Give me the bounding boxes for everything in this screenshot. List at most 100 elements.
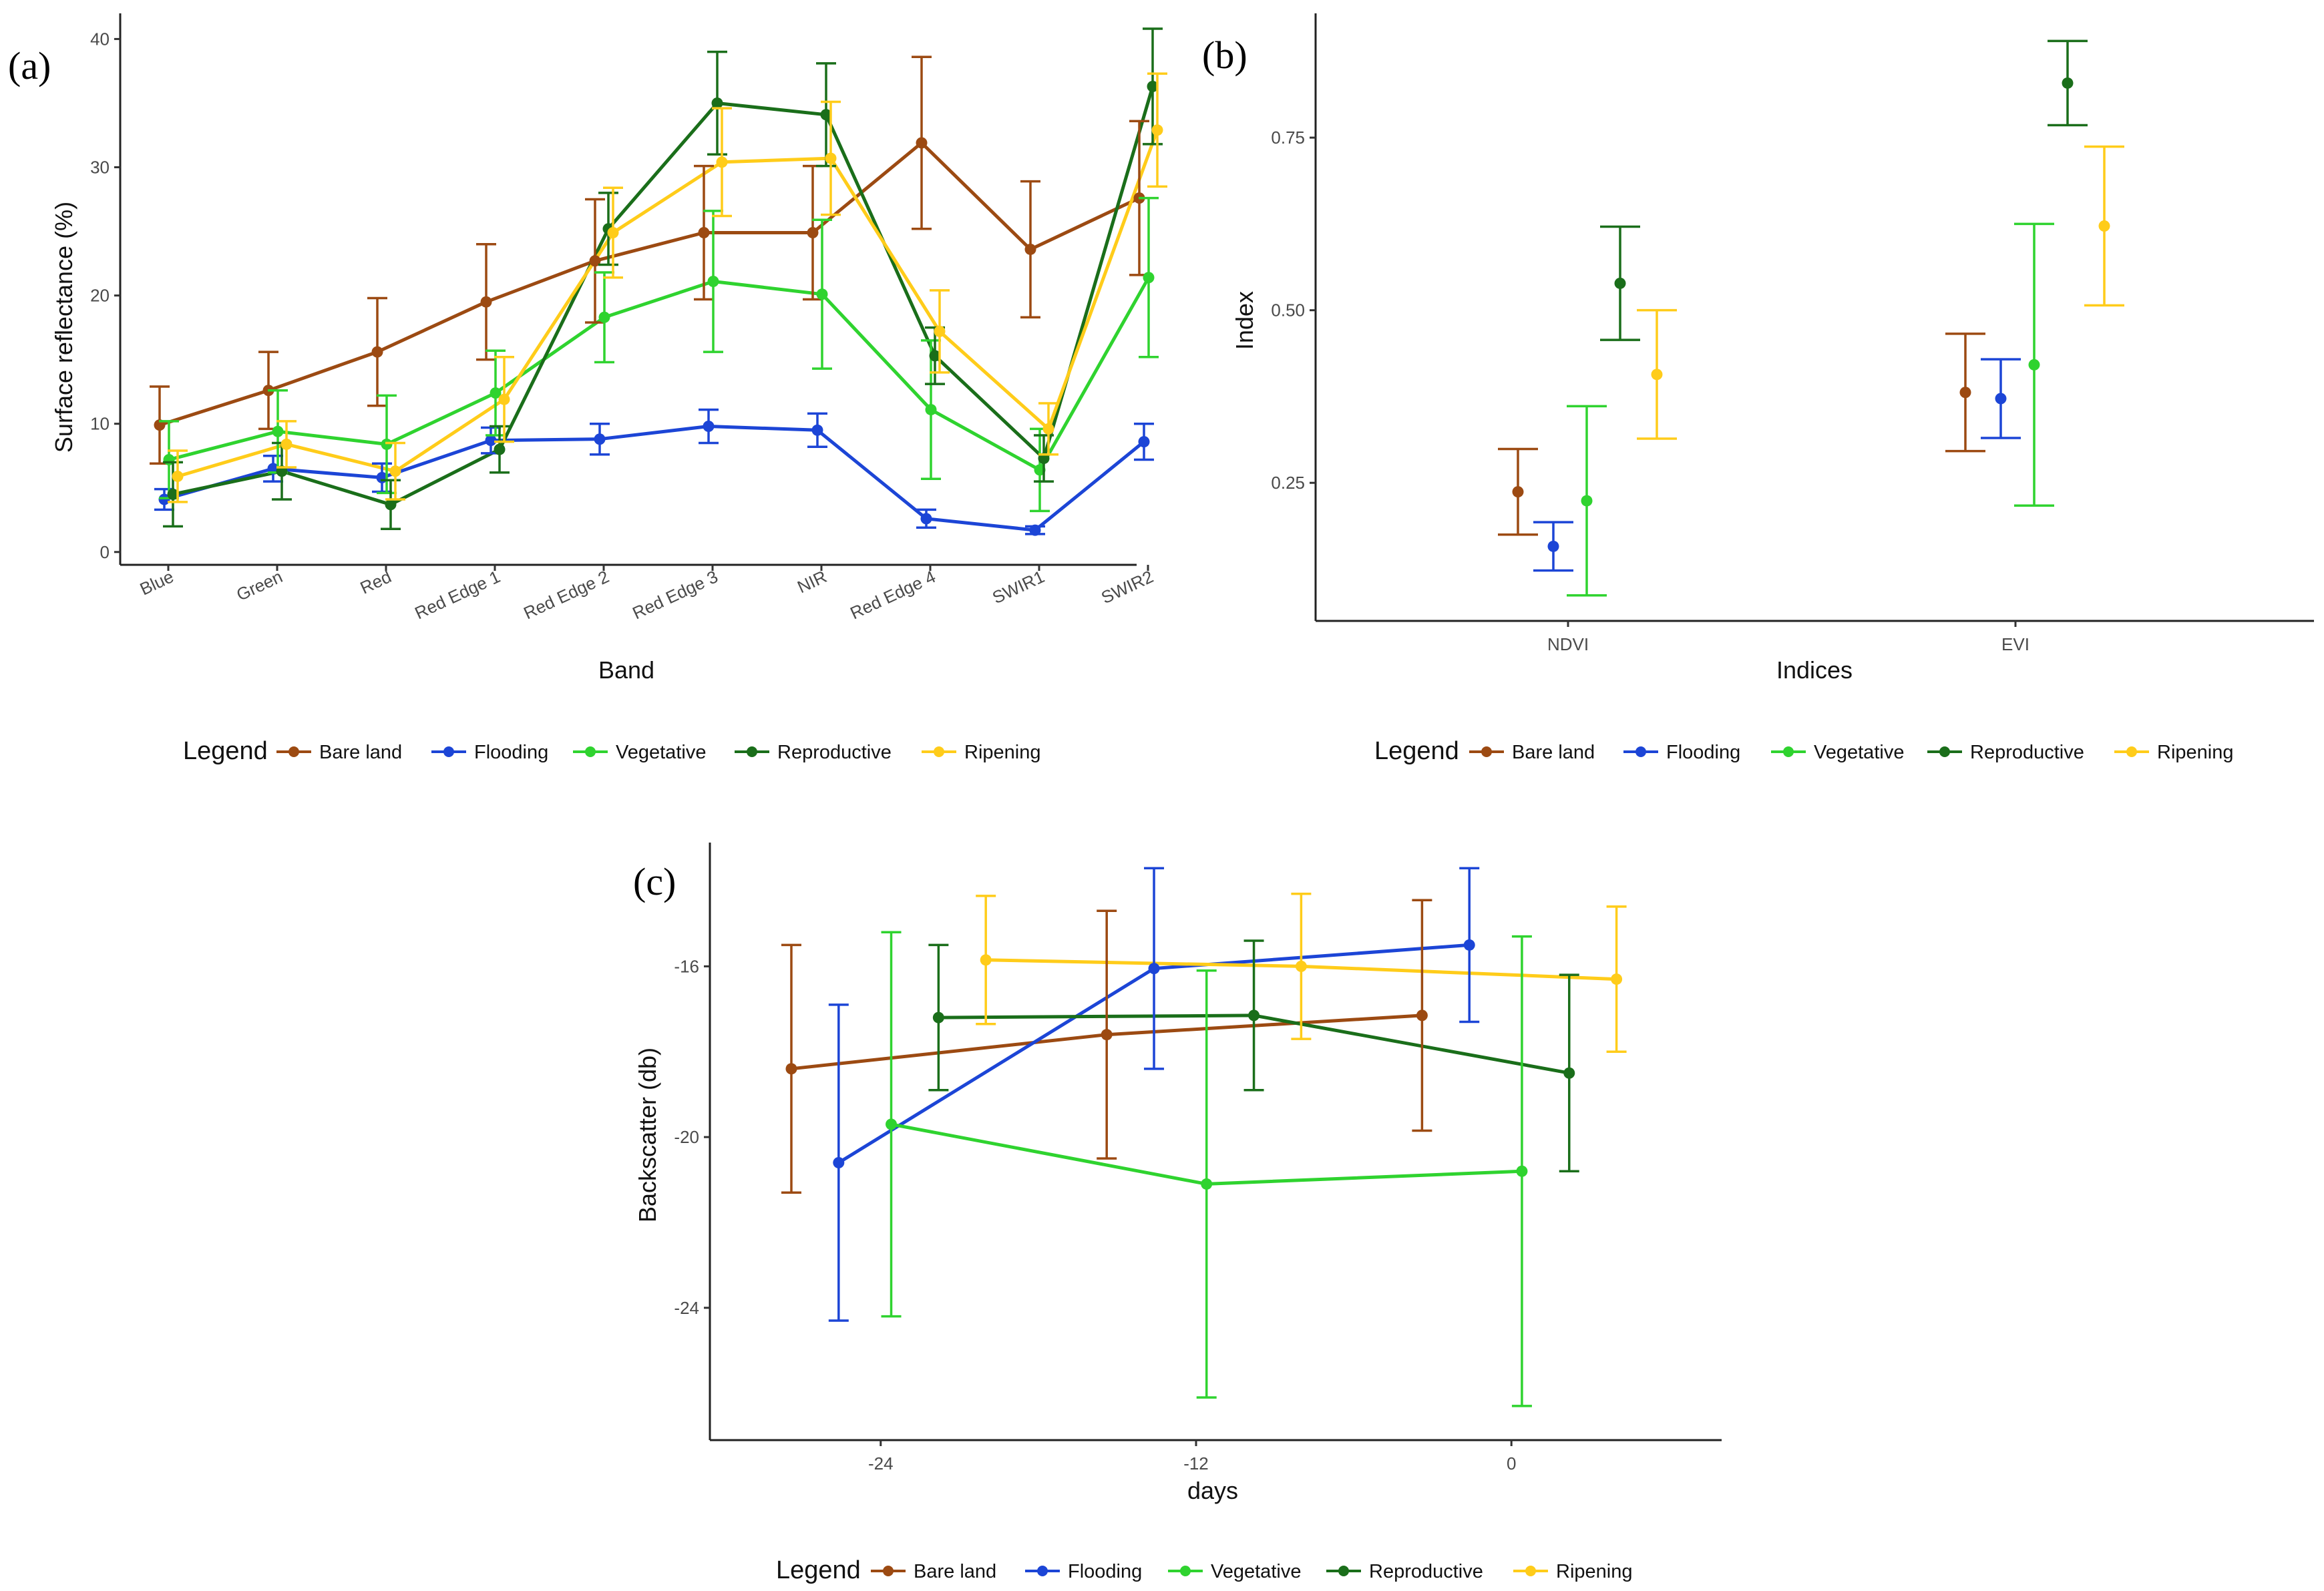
legend-label: Flooding [1068, 1561, 1142, 1582]
legend-key-point [1037, 1566, 1048, 1576]
panel-a-point-reproductive [494, 443, 506, 455]
panel-a-point-vegetative [816, 288, 828, 300]
panel-a-point-bare-land [371, 346, 383, 358]
panel-a-legend-item-bare-land: Bare land [276, 742, 402, 763]
legend-label: Bare land [914, 1561, 996, 1582]
panel-c-point-bare-land [1101, 1029, 1113, 1041]
panel-a-point-vegetative [598, 311, 610, 323]
panel-a-point-reproductive [1147, 80, 1159, 92]
legend-key-point [1338, 1566, 1349, 1576]
panel-a-x-tick-label: NIR [794, 566, 829, 597]
panel-a-label: (a) [8, 44, 51, 87]
panel-c-point-reproductive [1563, 1067, 1575, 1079]
panel-a-legend-item-ripening: Ripening [922, 742, 1040, 763]
panel-a-point-flooding [485, 435, 497, 447]
panel-a-x-tick-label: Red Edge 1 [411, 566, 503, 623]
legend-key-point [288, 746, 299, 757]
panel-a-point-vegetative [707, 275, 719, 287]
panel-a-line-flooding [164, 425, 1145, 532]
panel-a-point-ripening [716, 156, 728, 168]
legend-label: Bare land [319, 742, 402, 763]
panel-a-point-flooding [1029, 524, 1041, 536]
panel-b-legend-item-vegetative: Vegetative [1771, 742, 1904, 763]
panel-c-legend-item-bare-land: Bare land [871, 1561, 996, 1582]
panel-a-point-bare-land [698, 226, 710, 238]
panel-b-point-flooding [1547, 540, 1559, 552]
panel-c-legend-title: Legend [776, 1556, 861, 1584]
panel-c-point-ripening [1295, 960, 1307, 972]
panel-a-point-flooding [920, 513, 932, 525]
panel-a-point-ripening [280, 438, 293, 450]
panel-a-point-bare-land [916, 137, 928, 149]
panel-a-point-reproductive [820, 109, 832, 121]
panel-a-y-tick-label: 0 [100, 542, 110, 562]
panel-c-point-flooding [1148, 963, 1160, 975]
legend-label: Vegetative [616, 742, 706, 763]
panel-a-point-ripening [498, 393, 510, 405]
legend-key-point [934, 746, 944, 757]
legend-key-point [883, 1566, 894, 1576]
legend-key-point [2126, 746, 2137, 757]
panel-a-x-axis-title: Band [598, 656, 654, 684]
panel-c-x-tick-label: -12 [1183, 1453, 1209, 1473]
panel-c-point-reproductive [1248, 1009, 1260, 1021]
panel-a-point-flooding [811, 424, 823, 436]
panel-a-point-ripening [389, 465, 401, 477]
panel-b-x-tick-label: NDVI [1547, 634, 1589, 654]
legend-key-point [1481, 746, 1492, 757]
panel-a-point-ripening [1042, 423, 1054, 435]
panel-a-point-ripening [172, 470, 184, 482]
legend-label: Flooding [474, 742, 548, 763]
legend-key-point [1783, 746, 1794, 757]
legend-label: Reproductive [1970, 742, 2084, 763]
panel-a-point-ripening [934, 325, 946, 337]
panel-b-y-tick-label: 0.75 [1271, 128, 1305, 148]
panel-c-point-bare-land [1416, 1009, 1428, 1021]
panel-b-legend-item-reproductive: Reproductive [1927, 742, 2084, 763]
legend-key-point [585, 746, 596, 757]
panel-a-point-flooding [158, 493, 170, 505]
panel-c-point-reproductive [932, 1011, 944, 1024]
panel-c-legend-item-reproductive: Reproductive [1326, 1561, 1483, 1582]
panel-c-point-ripening [980, 954, 992, 966]
panel-a-marks: 0 10 20 30 40 Blue Green Red Red Edge 1 Red Edge … [90, 13, 1167, 623]
panel-a-point-vegetative [272, 425, 284, 437]
panel-a-point-vegetative [490, 387, 502, 399]
panel-a-legend-item-reproductive: Reproductive [735, 742, 892, 763]
panel-a-point-bare-land [1024, 243, 1036, 255]
panel-a-x-tick-label: SWIR2 [1098, 566, 1156, 608]
panel-a-point-bare-land [589, 255, 601, 267]
panel-a-point-reproductive [929, 350, 941, 362]
panel-c-x-axis-title: days [1187, 1477, 1238, 1504]
panel-a-point-reproductive [167, 488, 179, 500]
panel-b-legend-item-ripening: Ripening [2114, 742, 2233, 763]
legend-label: Ripening [1556, 1561, 1632, 1582]
panel-a-x-tick-label: Green [233, 566, 285, 605]
legend-label: Vegetative [1211, 1561, 1301, 1582]
legend-key-point [443, 746, 454, 757]
panel-a-legend-item-vegetative: Vegetative [573, 742, 706, 763]
panel-a-x-tick-label: Red Edge 2 [520, 566, 612, 623]
panel-a-point-flooding [703, 421, 715, 433]
panel-a-legend: Legend Bare land Flooding Vegetative Reprod… [183, 737, 1040, 765]
legend-label: Flooding [1666, 742, 1740, 763]
panel-a-x-tick-label: Red [357, 566, 395, 598]
panel-b-index-chart: (b) Indices Index 0.25 0.50 0.75 NDVI EVI Le… [1202, 13, 2314, 765]
panel-c-point-vegetative [1201, 1178, 1213, 1190]
panel-a-y-tick-label: 20 [90, 286, 110, 306]
panel-c-legend-item-flooding: Flooding [1025, 1561, 1142, 1582]
legend-label: Bare land [1512, 742, 1595, 763]
panel-a-line-vegetative [168, 276, 1151, 472]
panel-b-point-reproductive [2062, 77, 2074, 89]
panel-a-x-tick-label: Blue [137, 566, 177, 599]
panel-a-y-tick-label: 30 [90, 158, 110, 178]
panel-a-point-ripening [607, 226, 619, 238]
panel-a-y-tick-label: 40 [90, 29, 110, 49]
panel-a-y-axis-title: Surface reflectance (%) [50, 202, 77, 453]
panel-c-y-axis-title: Backscatter (db) [634, 1048, 661, 1222]
panel-a-point-vegetative [381, 438, 393, 450]
panel-c-y-tick-label: -24 [674, 1298, 699, 1318]
panel-c-x-tick-label: -24 [868, 1453, 894, 1473]
panel-c-label: (c) [633, 860, 676, 903]
panel-a-x-tick-label: Red Edge 4 [847, 566, 938, 623]
